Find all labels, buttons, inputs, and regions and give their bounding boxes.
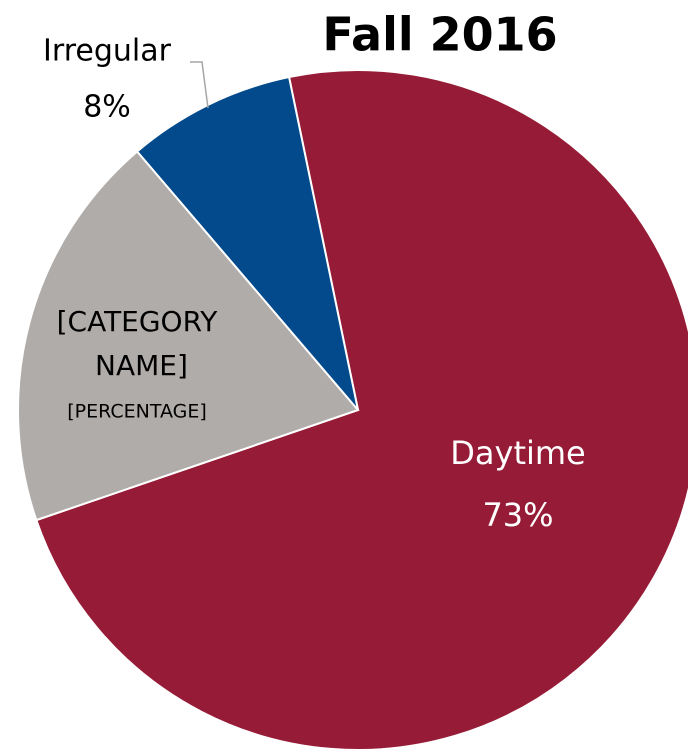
value-label: 8% — [83, 90, 131, 125]
slice-label: Daytime — [450, 434, 585, 472]
value-label: 73% — [482, 496, 553, 534]
pie-slice — [35, 69, 688, 751]
leader-line — [190, 61, 209, 109]
slice-label: Irregular — [43, 34, 172, 69]
pie-slice — [17, 150, 360, 522]
chart-title: Fall 2016 — [322, 8, 557, 62]
value-label: [PERCENTAGE] — [67, 401, 207, 423]
pie-slice — [135, 75, 359, 411]
slice-label: [CATEGORY NAME] — [57, 305, 219, 382]
